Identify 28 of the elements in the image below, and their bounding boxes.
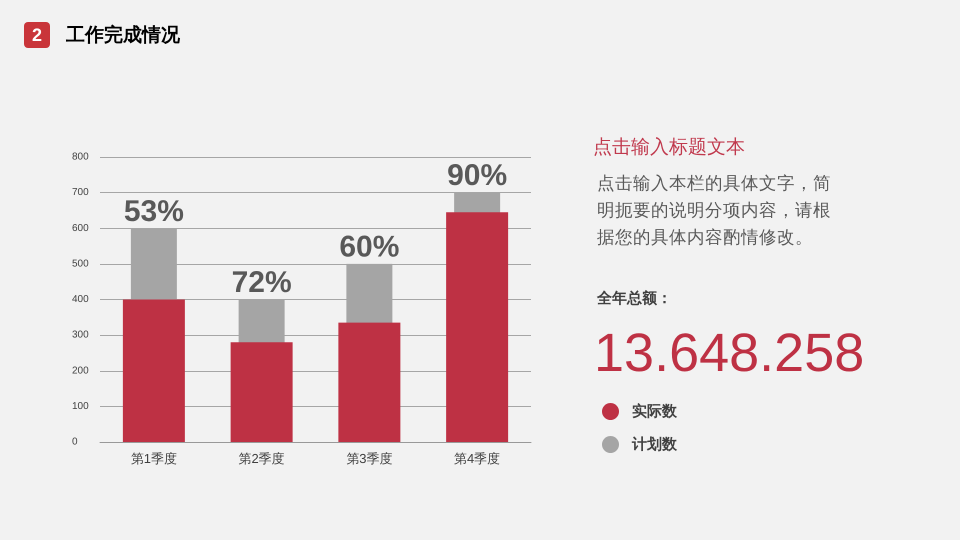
text: 13.648.258 bbox=[594, 323, 864, 383]
bar bbox=[230, 342, 293, 442]
y-tick-label: 100 bbox=[72, 400, 90, 412]
y-tick-label: 800 bbox=[72, 152, 90, 162]
annotation: 72% bbox=[232, 266, 292, 299]
x-tick-label: 第1季度 bbox=[130, 451, 177, 466]
y-tick-label: 600 bbox=[72, 222, 90, 234]
text: 点击输入标题文本 bbox=[593, 136, 745, 160]
y-tick-label: 300 bbox=[72, 330, 90, 341]
bar bbox=[122, 300, 185, 442]
y-tick-label: 400 bbox=[72, 294, 90, 305]
x-tick-label: 第3季度 bbox=[346, 451, 392, 466]
y-tick-label: 0 bbox=[72, 436, 78, 448]
annotation: 90% bbox=[447, 159, 508, 192]
legend-label: 实际数 bbox=[632, 402, 678, 420]
annotation: 53% bbox=[124, 194, 184, 228]
y-tick-label: 700 bbox=[72, 187, 90, 198]
x-tick-label: 第4季度 bbox=[454, 451, 500, 466]
annotation: 60% bbox=[339, 230, 400, 264]
bar bbox=[446, 212, 508, 442]
text: 点击输入本栏的具体文字，简明扼要的说明分项内容，请根据您的具体内容酌情修改。 bbox=[597, 172, 831, 249]
chart-title: 工作完成情况 bbox=[66, 24, 180, 48]
text: 全年总额： bbox=[597, 289, 672, 309]
y-tick-label: 500 bbox=[72, 258, 90, 270]
bar bbox=[338, 322, 400, 442]
x-tick-label: 第2季度 bbox=[238, 451, 285, 466]
y-tick-label: 200 bbox=[72, 365, 90, 376]
legend-label: 计划数 bbox=[631, 436, 678, 453]
